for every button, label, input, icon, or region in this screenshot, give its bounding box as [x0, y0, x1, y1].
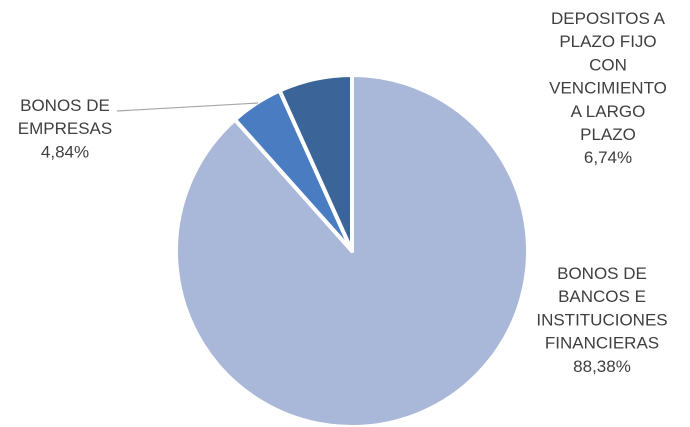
data-label-value: 4,84%: [41, 142, 89, 161]
data-label-line: BONOS DE: [557, 264, 647, 283]
data-label-0: BONOS DE BANCOS E INSTITUCIONES FINANCIERAS…: [536, 264, 667, 376]
data-label-line: VENCIMIENTO: [549, 79, 667, 98]
leader-line-bonos-de-empresas: [116, 102, 259, 112]
pie-slices: [174, 73, 530, 427]
pie-slice-2: [277, 73, 354, 253]
data-label-line: PLAZO FIJO: [559, 32, 656, 51]
data-labels: BONOS DE BANCOS E INSTITUCIONES FINANCIERAS…: [18, 9, 668, 376]
data-label-line: A LARGO: [571, 102, 646, 121]
data-label-line: INSTITUCIONES: [536, 310, 667, 329]
data-label-1: BONOS DE EMPRESAS 4,84%: [18, 96, 112, 161]
data-label-line: EMPRESAS: [18, 119, 112, 138]
data-label-value: 6,74%: [584, 148, 632, 167]
data-label-value: 88,38%: [573, 357, 631, 376]
data-label-line: CON: [589, 55, 627, 74]
data-label-line: DEPOSITOS A: [551, 9, 666, 28]
data-label-2: DEPOSITOS A PLAZO FIJO CON VENCIMIENTO A LAR…: [549, 9, 667, 167]
data-label-line: FINANCIERAS: [545, 334, 659, 353]
data-label-line: PLAZO: [580, 125, 636, 144]
data-label-line: BANCOS E: [558, 287, 646, 306]
data-label-line: BONOS DE: [20, 96, 110, 115]
